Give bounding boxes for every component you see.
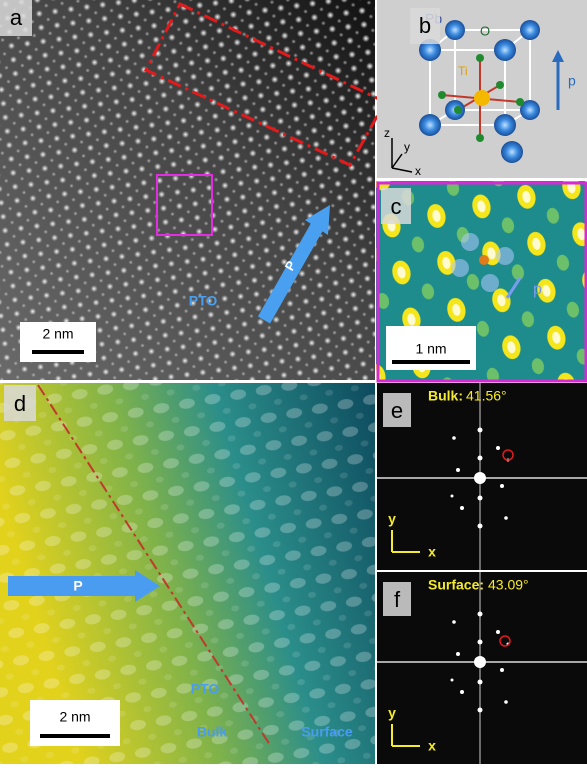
fft-spot (452, 436, 456, 440)
label-box (383, 393, 411, 427)
fft-spot (477, 495, 483, 501)
fft-background (377, 572, 587, 764)
atom-label: O (480, 23, 490, 38)
panel-e: Bulk: 41.56° y x e (377, 383, 587, 570)
axis-label: y (388, 705, 396, 721)
panel-a: P PTO 2 nm a (0, 0, 388, 380)
fft-spot (474, 656, 486, 668)
fft-spot (477, 523, 483, 529)
fft-spot (496, 630, 500, 634)
region-label: Bulk: (428, 388, 463, 404)
axis-label: y (388, 511, 396, 527)
fft-spot (450, 678, 454, 682)
fft-spot (456, 652, 460, 656)
fft-spot (460, 690, 464, 694)
fft-spot (456, 468, 460, 472)
angle-label: 43.09° (488, 577, 529, 593)
scale-bar-label: 2 nm (42, 326, 73, 342)
fft-spot (500, 668, 504, 672)
fft-marker (502, 449, 514, 461)
panel-label: e (391, 398, 403, 423)
axis-label: y (404, 140, 410, 154)
panel-label: f (394, 587, 401, 612)
polarization-label: p (568, 73, 576, 89)
fft-spot (477, 455, 483, 461)
material-label: PTO (191, 681, 220, 697)
fft-spot (477, 707, 483, 713)
axis-label: x (415, 164, 421, 178)
region-label: Bulk (197, 724, 228, 740)
panel-b: Pb O Ti p z y x b (377, 0, 587, 178)
scale-bar-label: 1 nm (415, 341, 446, 357)
fft-spot (496, 446, 500, 450)
region-label: Surface: (428, 577, 484, 593)
polarization-label: p (533, 281, 542, 298)
fft-spot (460, 506, 464, 510)
fft-spot (452, 620, 456, 624)
polarization-label: P (73, 578, 82, 594)
axis-label: x (428, 544, 436, 560)
label-box (383, 582, 411, 616)
fft-spot (474, 472, 486, 484)
axis-label: x (428, 738, 436, 754)
panel-f: Surface: 43.09° y x f (377, 572, 587, 764)
panel-c: p 1 nm c (376, 181, 587, 383)
scale-bar-label: 2 nm (59, 709, 90, 725)
axis-label: z (384, 126, 390, 140)
fft-spot (477, 611, 483, 617)
material-label: PTO (189, 293, 218, 309)
panel-label: a (10, 5, 23, 30)
fft-marker (499, 635, 511, 647)
panel-label: c (391, 194, 402, 219)
region-label: Surface (301, 724, 353, 740)
panel-label: d (14, 391, 26, 416)
fft-spot (477, 427, 483, 433)
fft-spot (504, 700, 508, 704)
angle-label: 41.56° (466, 388, 507, 404)
fft-spot (500, 484, 504, 488)
fft-spot (504, 516, 508, 520)
fft-spot (450, 494, 454, 498)
panel-d: P PTO Bulk Surface 2 nm d (0, 383, 375, 764)
fft-spot (477, 639, 483, 645)
atom-label: Ti (458, 64, 468, 78)
fft-spot (477, 679, 483, 685)
panel-label: b (419, 13, 431, 38)
